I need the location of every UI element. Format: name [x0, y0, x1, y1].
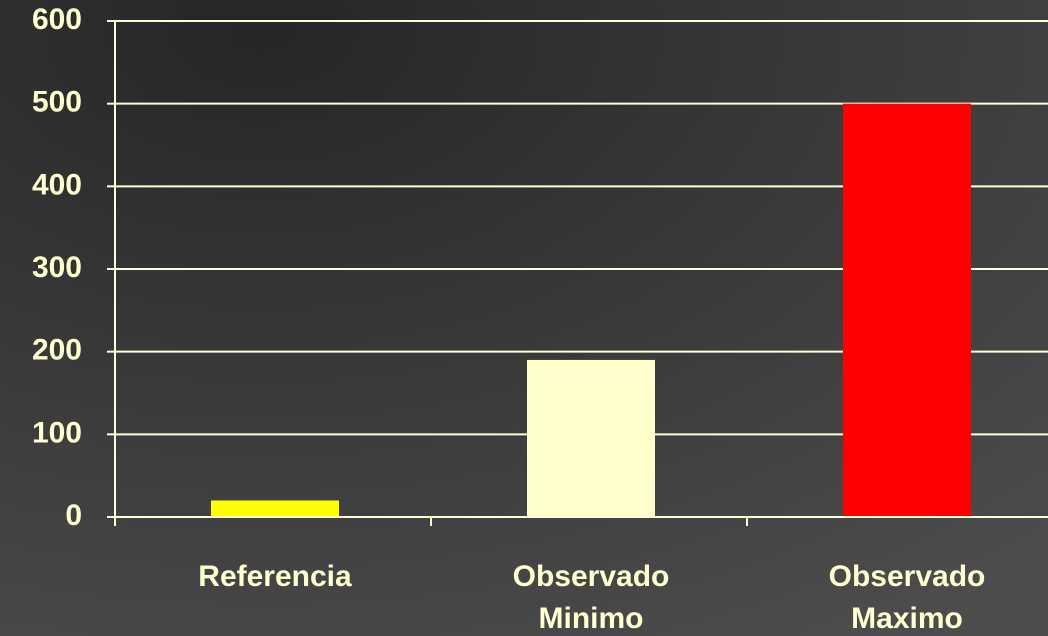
bar: [211, 500, 339, 517]
x-tick-label: Observado Minimo: [513, 560, 670, 635]
y-tick-label: 100: [32, 416, 82, 449]
y-tick-label: 200: [32, 334, 82, 367]
y-tick-label: 0: [65, 499, 82, 532]
y-tick-label: 500: [32, 86, 82, 119]
bar: [527, 359, 655, 517]
y-tick-label: 300: [32, 251, 82, 284]
x-tick-label: Referencia: [198, 560, 352, 593]
y-tick-label: 400: [32, 168, 82, 201]
x-tick-label: Observado Maximo: [829, 560, 986, 635]
bar: [843, 103, 971, 518]
y-tick-label: 600: [32, 3, 82, 36]
